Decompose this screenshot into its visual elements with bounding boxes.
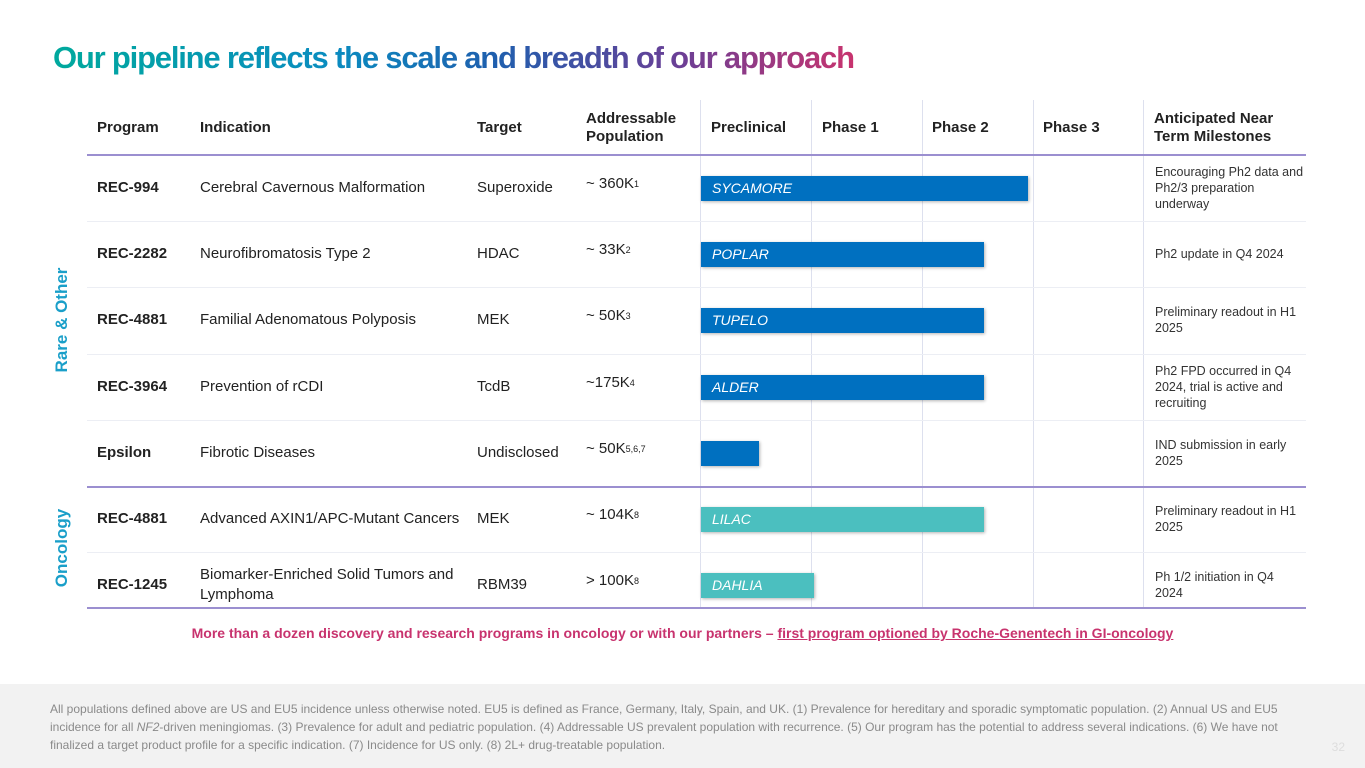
progress-bar: SYCAMORE [701,176,1029,201]
indication: Advanced AXIN1/APC-Mutant Cancers [200,510,460,527]
population-value: ~175K [586,373,630,391]
target: TcdB [477,377,511,395]
population-value: > 100K [586,572,634,590]
row-divider [87,419,1306,421]
program-name: REC-2282 [97,245,168,263]
progress-bar: POPLAR [701,242,985,268]
target: MEK [477,311,510,329]
population: ~ 50K 5,6,7 [586,439,646,457]
row-divider [87,552,1306,554]
target: Superoxide [477,179,553,196]
note-text: More than a dozen discovery and research… [191,625,778,641]
milestone: Ph2 FPD occurred in Q4 2024, trial is ac… [1155,363,1292,410]
note-link: first program optioned by Roche-Genentec… [777,625,1174,641]
population-value: ~ 33K [586,241,626,259]
population-value: ~ 104K [586,506,634,523]
milestone: IND submission in early 2025 [1155,437,1287,468]
indication: Familial Adenomatous Polyposis [200,311,416,329]
header-indication: Indication [200,119,271,136]
partnership-note: More than a dozen discovery and research… [0,625,1365,641]
population: > 100K 8 [586,572,639,590]
header-phase3: Phase 3 [1043,119,1100,136]
milestone: Ph2 update in Q4 2024 [1155,247,1284,262]
row-divider [87,353,1306,355]
milestone: Preliminary readout in H1 2025 [1155,305,1297,336]
footnote-italic: NF2 [136,720,160,734]
header-preclinical: Preclinical [711,119,787,136]
group-label-oncology: Oncology [52,508,71,588]
row-divider [87,221,1306,223]
header-program: Program [97,119,159,136]
target: MEK [477,510,510,527]
population-value: ~ 50K [586,439,626,457]
population: ~ 104K 8 [586,506,639,523]
header-population: Addressable Population [586,110,677,145]
indication: Fibrotic Diseases [200,443,316,461]
progress-bar [701,440,759,466]
footnote-text: All populations defined above are US and… [50,702,1278,734]
indication: Biomarker-Enriched Solid Tumors and Lymp… [200,566,454,604]
population-value: ~ 360K [586,175,634,192]
footnotes-panel: All populations defined above are US and… [0,684,1365,768]
milestone: Preliminary readout in H1 2025 [1155,504,1297,534]
header-phase2: Phase 2 [932,119,989,136]
page-number: 32 [1331,740,1345,754]
population: ~ 50K 3 [586,307,631,325]
section-divider [87,607,1306,609]
progress-bar: DAHLIA [701,573,815,599]
program-name: REC-994 [97,179,159,196]
progress-bar: ALDER [701,374,985,400]
footnote-text: -driven meningiomas. (3) Prevalence for … [50,720,1278,752]
target: Undisclosed [477,443,559,461]
page-title: Our pipeline reflects the scale and brea… [53,40,855,75]
header-milestones: Anticipated Near Term Milestones [1154,110,1274,145]
header-phase1: Phase 1 [822,119,879,136]
program-name: REC-4881 [97,311,168,329]
target: HDAC [477,245,520,263]
row-divider [87,287,1306,289]
footnotes: All populations defined above are US and… [50,700,1310,754]
indication: Prevention of rCDI [200,377,324,395]
section-divider [87,154,1306,156]
indication: Neurofibromatosis Type 2 [200,245,371,263]
header-target: Target [477,119,522,136]
milestone: Ph 1/2 initiation in Q4 2024 [1155,570,1274,601]
indication: Cerebral Cavernous Malformation [200,179,426,196]
milestone: Encouraging Ph2 data and Ph2/3 preparati… [1155,165,1304,211]
progress-bar: LILAC [701,507,985,532]
program-name: REC-1245 [97,576,168,594]
program-name: REC-3964 [97,377,168,395]
population: ~175K 4 [586,373,635,391]
program-name: REC-4881 [97,510,168,527]
population-value: ~ 50K [586,307,626,325]
population: ~ 33K 2 [586,241,631,259]
target: RBM39 [477,576,528,594]
progress-bar: TUPELO [701,308,985,334]
population: ~ 360K 1 [586,175,639,192]
section-divider [87,486,1306,488]
group-label-rare: Rare & Other [52,267,71,373]
program-name: Epsilon [97,443,152,461]
